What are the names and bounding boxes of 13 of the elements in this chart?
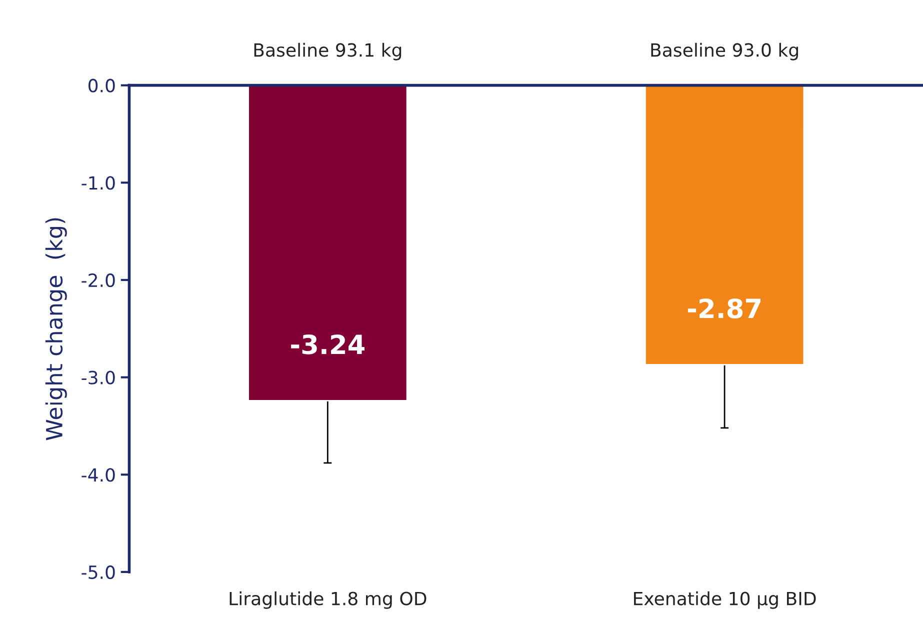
text: Baseline 93.1 kg	[254, 42, 402, 60]
x-tick-label: Exenatide 10 µg BID	[634, 591, 816, 609]
x-tick-label: Liraglutide 1.8 mg OD	[230, 591, 426, 609]
y-tick-label: -3.0	[82, 370, 115, 384]
y-tick-label: -2.0	[82, 273, 115, 288]
y-tick-label: 0.0	[88, 78, 115, 92]
data-label: -2.87	[688, 298, 760, 318]
y-tick-label: -5.0	[82, 565, 115, 580]
y-axis-title: Weight change (kg)	[45, 218, 67, 440]
y-tick-label: -1.0	[82, 176, 115, 190]
y-tick-label: -4.0	[82, 468, 115, 482]
data-label: -3.24	[291, 334, 364, 354]
text: Baseline 93.0 kg	[651, 42, 798, 60]
